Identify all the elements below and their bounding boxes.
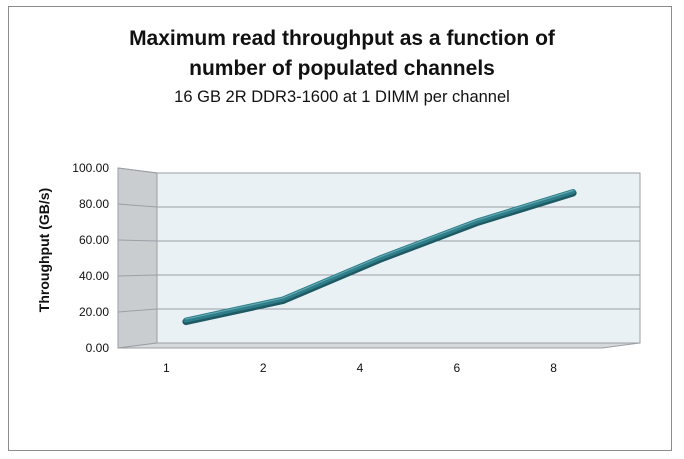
- y-tick-label: 100.00: [72, 161, 109, 175]
- series-line-highlight: [185, 189, 574, 320]
- x-tick-label: 8: [550, 361, 557, 375]
- y-axis-label: Throughput (GB/s): [36, 187, 52, 313]
- y-tick-label: 80.00: [79, 197, 109, 211]
- x-tick-label: 1: [163, 361, 170, 375]
- gridline-side: [117, 274, 158, 277]
- y-tick-label: 60.00: [79, 233, 109, 247]
- x-tick-label: 4: [357, 361, 364, 375]
- gridline-side: [117, 308, 158, 313]
- back-wall: [156, 172, 641, 344]
- y-tick-label: 0.00: [86, 341, 110, 355]
- chart-title: Maximum read throughput as a function of: [129, 27, 555, 50]
- gridline-side: [117, 203, 158, 208]
- x-tick-label: 2: [260, 361, 267, 375]
- gridline-side: [117, 239, 158, 242]
- floor: [117, 342, 641, 349]
- chart-subtitle: 16 GB 2R DDR3-1600 at 1 DIMM per channel: [174, 88, 510, 106]
- x-tick-label: 6: [453, 361, 460, 375]
- y-tick-label: 40.00: [79, 269, 109, 283]
- y-tick-label: 20.00: [79, 305, 109, 319]
- side-wall: [117, 167, 158, 349]
- gridline-side: [117, 167, 158, 174]
- chart-title-line2: number of populated channels: [189, 57, 495, 80]
